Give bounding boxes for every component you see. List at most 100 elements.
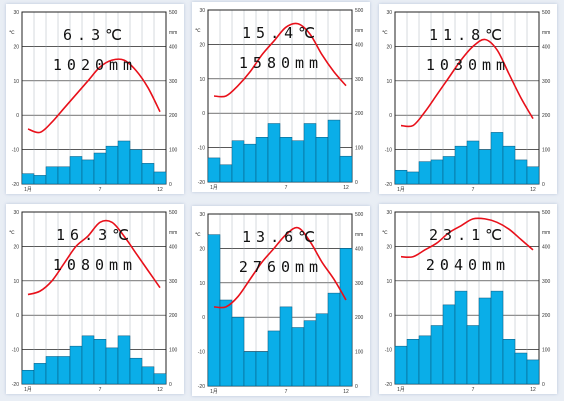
precip-bar	[442, 304, 456, 385]
precip-bar	[303, 123, 317, 183]
temperature-line	[27, 219, 161, 296]
right-tick-label: 0	[355, 384, 358, 390]
left-tick-label: 30	[13, 10, 19, 16]
precip-bar	[406, 339, 420, 385]
right-tick-label: 300	[542, 79, 551, 85]
precip-bar	[153, 373, 167, 385]
precip-bar	[502, 339, 516, 385]
right-tick-label: 100	[355, 146, 364, 152]
left-tick-label: 30	[386, 10, 392, 16]
right-axis-unit: mm	[169, 230, 177, 236]
left-tick-label: -20	[385, 182, 392, 188]
precip-bar	[219, 164, 233, 183]
x-tick-label: 7	[285, 389, 288, 395]
right-tick-label: 500	[169, 210, 178, 216]
precip-bar	[526, 166, 540, 185]
left-tick-label: -10	[385, 348, 392, 354]
x-tick-label: 7	[99, 387, 102, 393]
right-tick-label: 0	[355, 180, 358, 186]
precip-bar	[219, 299, 233, 387]
climate-chart-1: 30 20 10 0 -10 -20 ℃ 500 400 300 200 100 0 mm 1月 7 12 6.…	[6, 4, 184, 194]
left-tick-label: -20	[12, 382, 19, 388]
precip-bar	[267, 123, 281, 183]
precip-bar	[454, 290, 468, 385]
precip-bar	[93, 339, 107, 385]
precip-bar	[327, 292, 341, 387]
right-tick-label: 300	[169, 79, 178, 85]
precip-bar	[478, 149, 492, 185]
left-tick-label: 20	[13, 44, 19, 50]
precip-bar	[279, 306, 293, 387]
left-tick-label: -10	[385, 148, 392, 154]
right-tick-label: 500	[355, 212, 364, 218]
climate-chart-6: 30 20 10 0 -10 -20 ℃ 500 400 300 200 100 0 mm 1月 7 12 23…	[379, 204, 557, 394]
right-tick-label: 100	[542, 148, 551, 154]
precip-bar	[33, 175, 47, 185]
precip-bar	[153, 171, 167, 185]
precip-bar	[394, 345, 408, 385]
precip-bar	[315, 137, 329, 183]
left-tick-label: 10	[199, 281, 205, 287]
temperature-line	[213, 22, 347, 98]
annual-temp-label: 16.3℃	[56, 226, 134, 244]
left-tick-label: 10	[13, 79, 19, 85]
precip-bar	[129, 149, 143, 185]
left-tick-label: -20	[12, 182, 19, 188]
left-tick-label: 0	[16, 113, 19, 119]
right-tick-label: 100	[355, 350, 364, 356]
x-tick-label: 12	[343, 389, 349, 395]
left-tick-label: 20	[199, 42, 205, 48]
precip-bar	[418, 161, 432, 185]
left-axis-unit: ℃	[195, 232, 201, 238]
precip-bar	[141, 366, 155, 385]
left-tick-label: 30	[199, 212, 205, 218]
x-tick-label: 7	[285, 185, 288, 191]
right-tick-label: 200	[355, 111, 364, 117]
right-axis-unit: mm	[169, 30, 177, 36]
right-tick-label: 200	[169, 313, 178, 319]
left-tick-label: 20	[199, 246, 205, 252]
annual-temp-label: 15.4℃	[242, 24, 320, 42]
precip-bar	[117, 140, 131, 185]
right-tick-label: 500	[542, 210, 551, 216]
right-tick-label: 200	[542, 113, 551, 119]
left-tick-label: 20	[13, 244, 19, 250]
climate-chart-4: 30 20 10 0 -10 -20 ℃ 500 400 300 200 100 0 mm 1月 7 12 16…	[6, 204, 184, 394]
annual-temp-label: 23.1℃	[429, 226, 507, 244]
right-tick-label: 0	[169, 182, 172, 188]
precip-bar	[69, 156, 83, 185]
precip-bar	[442, 156, 456, 185]
precip-bar	[514, 159, 528, 185]
precip-bar	[69, 345, 83, 385]
precip-bar	[105, 347, 119, 385]
x-tick-label: 12	[530, 187, 536, 193]
x-tick-label: 7	[472, 187, 475, 193]
precip-bar	[466, 325, 480, 385]
temperature-line	[400, 217, 534, 259]
right-tick-label: 400	[169, 244, 178, 250]
annual-precip-label: 1030mm	[425, 56, 511, 74]
precip-bar	[231, 316, 245, 387]
temperature-line	[27, 58, 161, 134]
left-tick-label: -20	[385, 382, 392, 388]
left-tick-label: 20	[386, 244, 392, 250]
annual-precip-label: 1080mm	[52, 256, 138, 274]
precip-bar	[466, 140, 480, 185]
right-axis-unit: mm	[355, 232, 363, 238]
x-tick-label: 12	[157, 387, 163, 393]
left-tick-label: 0	[16, 313, 19, 319]
precip-bar	[291, 327, 305, 387]
right-tick-label: 100	[169, 348, 178, 354]
precip-bar	[454, 145, 468, 185]
precip-bar	[406, 171, 420, 185]
annual-temp-label: 6.3℃	[63, 26, 127, 44]
x-tick-label: 1月	[210, 389, 218, 395]
precip-bar	[339, 248, 353, 387]
precip-bar	[514, 352, 528, 385]
right-tick-label: 200	[355, 315, 364, 321]
